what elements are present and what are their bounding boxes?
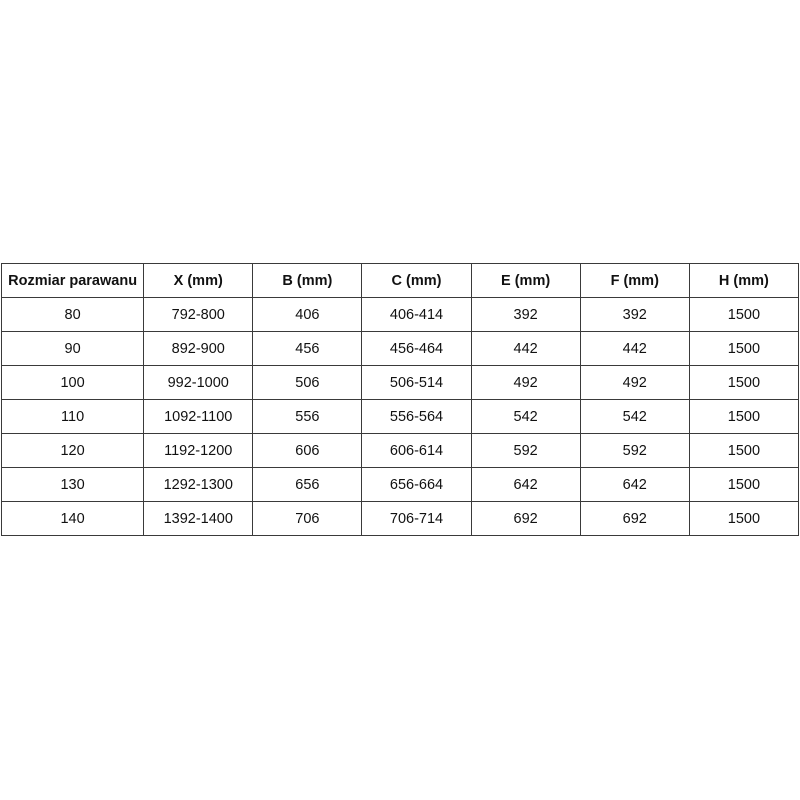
table-cell: 556 — [252, 399, 363, 434]
table-cell: 1500 — [688, 297, 800, 332]
table-header-row: Rozmiar parawanu X (mm) B (mm) C (mm) E (mm)… — [0, 263, 800, 298]
column-header: F (mm) — [579, 263, 690, 298]
table-cell: 892-900 — [143, 331, 254, 366]
table-cell: 1500 — [688, 501, 800, 536]
column-header: H (mm) — [688, 263, 800, 298]
table-cell: 1500 — [688, 433, 800, 468]
table-cell: 542 — [470, 399, 581, 434]
table-cell: 656 — [252, 467, 363, 502]
table-cell: 992-1000 — [143, 365, 254, 400]
table-cell: 406 — [252, 297, 363, 332]
table-cell: 456-464 — [361, 331, 472, 366]
table-cell: 442 — [579, 331, 690, 366]
table-cell: 506-514 — [361, 365, 472, 400]
column-header: X (mm) — [143, 263, 254, 298]
table-cell: 1392-1400 — [143, 501, 254, 536]
table-cell: 140 — [0, 501, 145, 536]
table-cell: 110 — [0, 399, 145, 434]
table-cell: 130 — [0, 467, 145, 502]
table-cell: 642 — [579, 467, 690, 502]
column-header: B (mm) — [252, 263, 363, 298]
table-cell: 392 — [579, 297, 690, 332]
table-row: 100 992-1000 506 506-514 492 492 1500 — [0, 365, 800, 400]
table-row: 140 1392-1400 706 706-714 692 692 1500 — [0, 501, 800, 536]
table-row: 130 1292-1300 656 656-664 642 642 1500 — [0, 467, 800, 502]
table-cell: 1192-1200 — [143, 433, 254, 468]
table-cell: 406-414 — [361, 297, 472, 332]
column-header: Rozmiar parawanu — [0, 263, 145, 298]
table-cell: 492 — [579, 365, 690, 400]
table-cell: 1292-1300 — [143, 467, 254, 502]
table-row: 90 892-900 456 456-464 442 442 1500 — [0, 331, 800, 366]
table-cell: 692 — [579, 501, 690, 536]
table-cell: 592 — [579, 433, 690, 468]
table-row: 120 1192-1200 606 606-614 592 592 1500 — [0, 433, 800, 468]
table-cell: 442 — [470, 331, 581, 366]
table-cell: 556-564 — [361, 399, 472, 434]
table-cell: 606 — [252, 433, 363, 468]
table-cell: 706 — [252, 501, 363, 536]
table-cell: 606-614 — [361, 433, 472, 468]
table-cell: 1500 — [688, 331, 800, 366]
table-cell: 100 — [0, 365, 145, 400]
column-header: E (mm) — [470, 263, 581, 298]
column-header: C (mm) — [361, 263, 472, 298]
table-cell: 592 — [470, 433, 581, 468]
table-cell: 656-664 — [361, 467, 472, 502]
table-cell: 692 — [470, 501, 581, 536]
dimensions-table: Rozmiar parawanu X (mm) B (mm) C (mm) E (mm)… — [0, 263, 800, 536]
table-cell: 506 — [252, 365, 363, 400]
table-cell: 1500 — [688, 467, 800, 502]
table-cell: 792-800 — [143, 297, 254, 332]
table-row: 110 1092-1100 556 556-564 542 542 1500 — [0, 399, 800, 434]
table-cell: 90 — [0, 331, 145, 366]
table-cell: 1500 — [688, 399, 800, 434]
table-cell: 642 — [470, 467, 581, 502]
table-cell: 1500 — [688, 365, 800, 400]
table-cell: 456 — [252, 331, 363, 366]
table-cell: 706-714 — [361, 501, 472, 536]
table-cell: 80 — [0, 297, 145, 332]
table-cell: 120 — [0, 433, 145, 468]
table-cell: 542 — [579, 399, 690, 434]
table-cell: 1092-1100 — [143, 399, 254, 434]
table-cell: 492 — [470, 365, 581, 400]
table-cell: 392 — [470, 297, 581, 332]
table-row: 80 792-800 406 406-414 392 392 1500 — [0, 297, 800, 332]
